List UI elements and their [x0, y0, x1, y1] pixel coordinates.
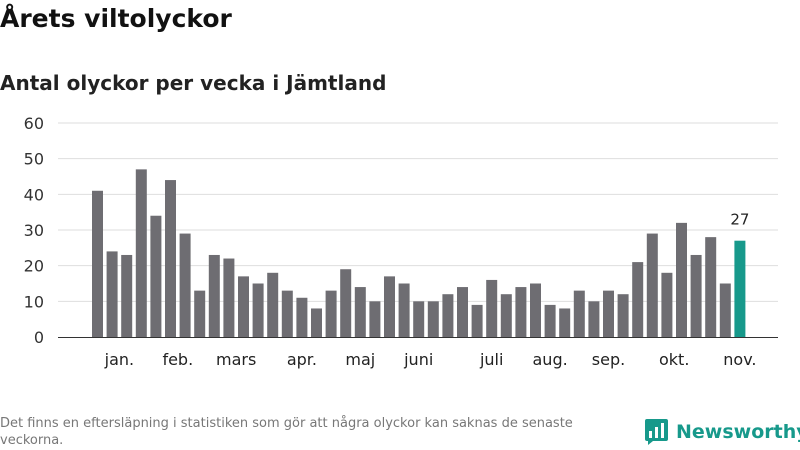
y-tick-label: 50 [24, 150, 44, 169]
bar [121, 254, 133, 337]
bar [194, 290, 206, 337]
bar [719, 283, 731, 337]
bar [676, 222, 687, 337]
bar [661, 272, 673, 337]
newsworthy-logo-icon [645, 419, 668, 445]
chart-title: Årets viltolyckor [0, 4, 232, 33]
brand-logo: Newsworthy [645, 419, 800, 445]
bar [384, 276, 395, 337]
x-tick-label: juni [403, 350, 433, 369]
bar [515, 287, 527, 337]
x-tick-label: feb. [162, 350, 193, 369]
bar [252, 283, 264, 337]
bar [238, 276, 249, 337]
bar [179, 233, 191, 337]
y-tick-label: 30 [24, 221, 44, 240]
bar [267, 272, 279, 337]
bar [354, 287, 366, 337]
y-tick-label: 60 [24, 114, 44, 133]
x-tick-label: jan. [104, 350, 134, 369]
bar [690, 254, 702, 337]
bar [603, 290, 614, 337]
bar [106, 251, 118, 337]
data-label: 27 [730, 211, 749, 229]
bar [588, 301, 600, 337]
bar [165, 180, 176, 337]
footnote: Det finns en eftersläpning i statistiken… [0, 416, 573, 448]
y-tick-label: 0 [34, 328, 44, 347]
bar [413, 301, 425, 337]
bar [208, 254, 220, 337]
brand-name: Newsworthy [676, 421, 800, 443]
bar [223, 258, 235, 337]
bar [573, 290, 585, 337]
bar [311, 308, 322, 337]
bar [486, 279, 498, 337]
bar [442, 294, 454, 337]
bar [530, 283, 541, 337]
y-tick-label: 20 [24, 257, 44, 276]
bar [296, 297, 308, 337]
highlight-bar [734, 240, 746, 337]
bar [150, 215, 162, 337]
bar [369, 301, 381, 337]
bar [632, 262, 644, 337]
bar [617, 294, 629, 337]
x-tick-label: juli [479, 350, 503, 369]
x-tick-label: maj [345, 350, 375, 369]
x-tick-label: okt. [659, 350, 689, 369]
bar [705, 237, 717, 337]
bar [544, 304, 556, 337]
x-tick-label: aug. [533, 350, 568, 369]
x-tick-label: apr. [287, 350, 317, 369]
bar [646, 233, 658, 337]
bar [325, 290, 337, 337]
x-tick-label: mars [216, 350, 256, 369]
x-tick-label: nov. [723, 350, 756, 369]
bar [340, 269, 352, 337]
bar [135, 169, 147, 337]
bar [559, 308, 571, 337]
bar [427, 301, 439, 337]
bar [92, 190, 103, 337]
x-tick-label: sep. [592, 350, 625, 369]
bar [500, 294, 512, 337]
bar [457, 287, 468, 337]
bar [281, 290, 293, 337]
bar [471, 304, 483, 337]
y-tick-label: 40 [24, 185, 44, 204]
chart-subtitle: Antal olyckor per vecka i Jämtland [0, 71, 387, 95]
bar [398, 283, 410, 337]
y-tick-label: 10 [24, 292, 44, 311]
